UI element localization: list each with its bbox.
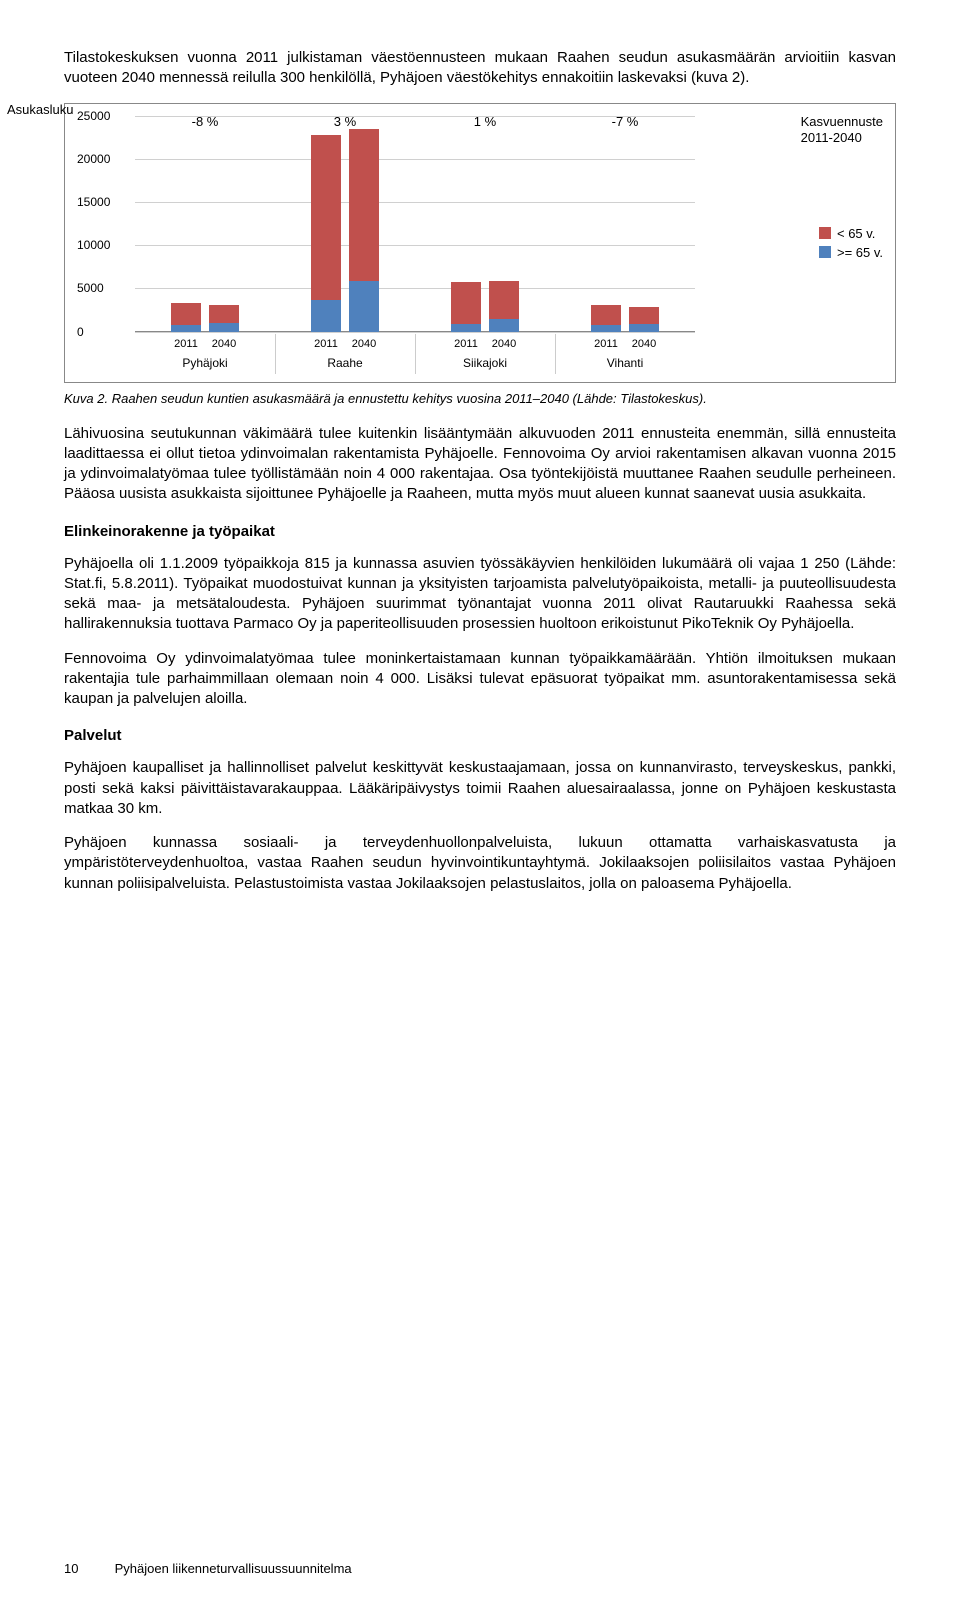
y-tick-label: 10000 <box>77 238 110 252</box>
bar <box>209 305 239 331</box>
group-label: Vihanti <box>607 356 643 370</box>
bar <box>629 307 659 332</box>
growth-label: 1 % <box>474 114 496 129</box>
section-heading: Palvelut <box>64 727 896 744</box>
chart-legend: < 65 v. >= 65 v. <box>819 222 883 264</box>
y-tick-label: 15000 <box>77 195 110 209</box>
group-label: Pyhäjoki <box>182 356 227 370</box>
legend-item: < 65 v. <box>819 226 883 241</box>
y-axis-title: Asukasluku <box>7 102 73 117</box>
bar <box>311 135 341 331</box>
legend-item: >= 65 v. <box>819 245 883 260</box>
x-tick-label: 2040 <box>352 338 376 350</box>
growth-label: -8 % <box>192 114 219 129</box>
bar <box>489 281 519 331</box>
growth-forecast-label: Kasvuennuste 2011-2040 <box>801 114 883 148</box>
y-tick-label: 20000 <box>77 152 110 166</box>
population-chart: Asukasluku Kasvuennuste 2011-2040 < 65 v… <box>64 103 896 383</box>
body-paragraph: Lähivuosina seutukunnan väkimäärä tulee … <box>64 424 896 505</box>
x-tick-label: 2011 <box>594 338 618 350</box>
chart-plot-area: 0500010000150002000025000-8 %Pyhäjoki201… <box>135 116 695 332</box>
growth-label: -7 % <box>612 114 639 129</box>
page-number: 10 <box>64 1561 78 1576</box>
body-paragraph: Fennovoima Oy ydinvoimalatyömaa tulee mo… <box>64 649 896 710</box>
bar <box>591 305 621 332</box>
x-tick-label: 2011 <box>314 338 338 350</box>
y-tick-label: 25000 <box>77 109 110 123</box>
growth-label: 3 % <box>334 114 356 129</box>
intro-paragraph: Tilastokeskuksen vuonna 2011 julkistaman… <box>64 48 896 89</box>
x-tick-label: 2011 <box>454 338 478 350</box>
bar <box>451 282 481 331</box>
section-heading: Elinkeinorakenne ja työpaikat <box>64 523 896 540</box>
x-tick-label: 2011 <box>174 338 198 350</box>
y-tick-label: 0 <box>77 325 84 339</box>
x-tick-label: 2040 <box>492 338 516 350</box>
body-paragraph: Pyhäjoella oli 1.1.2009 työpaikkoja 815 … <box>64 554 896 635</box>
x-tick-label: 2040 <box>212 338 236 350</box>
footer-title: Pyhäjoen liikenneturvallisuussuunnitelma <box>115 1561 352 1576</box>
page-footer: 10 Pyhäjoen liikenneturvallisuussuunnite… <box>64 1561 352 1576</box>
bar <box>171 303 201 332</box>
body-paragraph: Pyhäjoen kaupalliset ja hallinnolliset p… <box>64 758 896 819</box>
bar <box>349 129 379 331</box>
figure-caption: Kuva 2. Raahen seudun kuntien asukasmäär… <box>64 391 896 406</box>
group-label: Siikajoki <box>463 356 507 370</box>
group-label: Raahe <box>327 356 362 370</box>
x-tick-label: 2040 <box>632 338 656 350</box>
y-tick-label: 5000 <box>77 281 104 295</box>
body-paragraph: Pyhäjoen kunnassa sosiaali- ja terveyden… <box>64 833 896 894</box>
